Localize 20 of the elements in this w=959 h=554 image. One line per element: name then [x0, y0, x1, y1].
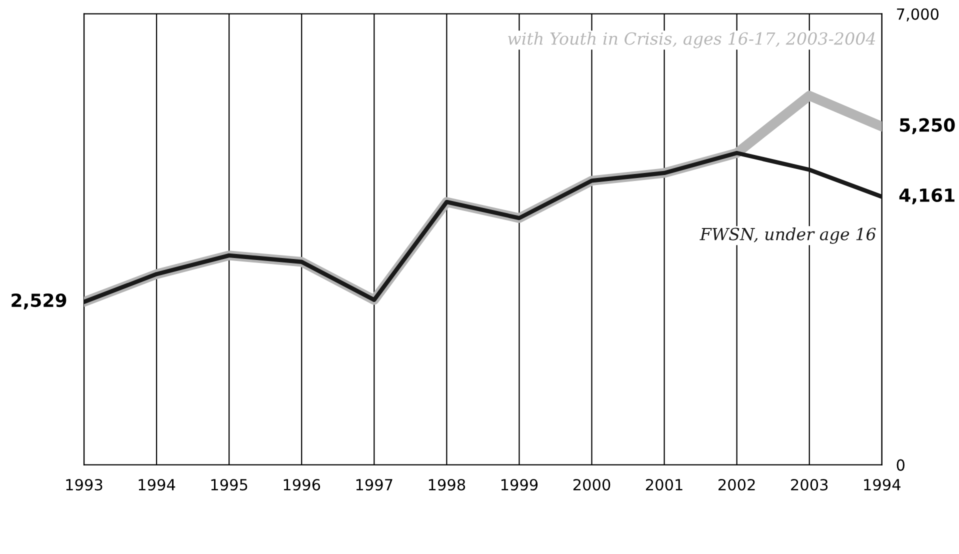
- data-label: 4,161: [899, 188, 954, 204]
- x-tick-label: 1994: [138, 478, 176, 491]
- x-tick-label: 1996: [284, 478, 320, 491]
- x-tick-label: 1999: [501, 478, 538, 491]
- y-tick-label: 0: [896, 459, 904, 471]
- series-label: FWSN, under age 16: [700, 227, 876, 244]
- x-tick-label: 1997: [356, 478, 392, 491]
- line-series: [84, 150, 882, 304]
- text: with Youth in Crisis, ages 16-17, 2003-2004: [508, 32, 876, 48]
- x-tick-label: 2002: [718, 478, 755, 491]
- x-tick-label: 1993: [66, 478, 102, 491]
- data-label: 2,529: [12, 293, 66, 310]
- x-tick-label: 2000: [573, 478, 610, 491]
- x-tick-label: 2003: [791, 478, 828, 491]
- x-tick-label: 1994: [864, 478, 900, 491]
- data-label: 5,250: [900, 118, 955, 134]
- y-tick-label: 7,000: [897, 8, 939, 22]
- x-tick-label: 1998: [428, 478, 466, 491]
- x-tick-label: 2001: [646, 478, 682, 491]
- x-tick-label: 1995: [211, 478, 248, 491]
